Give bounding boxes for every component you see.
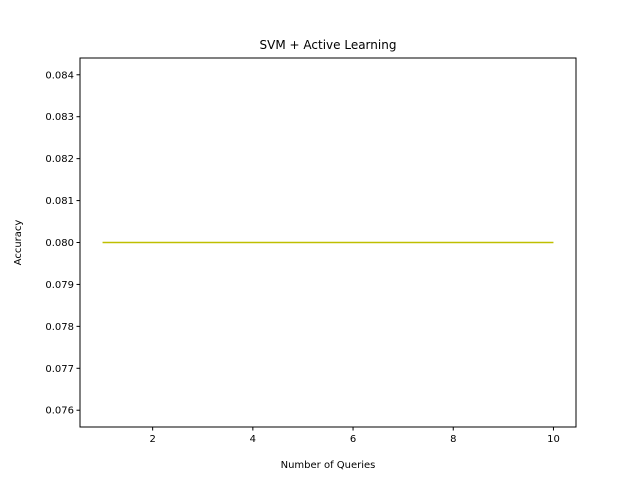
x-axis-ticks: 2 4 6 8 10	[149, 427, 560, 445]
y-tick-label: 0.083	[45, 112, 74, 123]
x-tick-label: 2	[149, 434, 155, 445]
y-tick-label: 0.084	[45, 70, 74, 81]
x-tick-label: 4	[250, 434, 256, 445]
y-tick-label: 0.077	[45, 364, 74, 375]
y-tick-label: 0.078	[45, 322, 74, 333]
x-tick-label: 8	[450, 434, 456, 445]
y-tick-label: 0.081	[45, 196, 74, 207]
x-tick-label: 10	[547, 434, 560, 445]
y-axis-label: Accuracy	[13, 220, 24, 266]
y-tick-label: 0.079	[45, 280, 74, 291]
plot-frame	[79, 57, 577, 428]
y-tick-label: 0.076	[45, 406, 74, 417]
y-tick-label: 0.080	[45, 238, 74, 249]
y-axis-ticks: 0.076 0.077 0.078 0.079 0.080 0.081 0.082 0.083…	[45, 70, 80, 417]
x-axis-label: Number of Queries	[281, 460, 376, 471]
y-tick-label: 0.082	[45, 154, 74, 165]
x-tick-label: 6	[350, 434, 356, 445]
chart-title: SVM + Active Learning	[260, 38, 397, 52]
